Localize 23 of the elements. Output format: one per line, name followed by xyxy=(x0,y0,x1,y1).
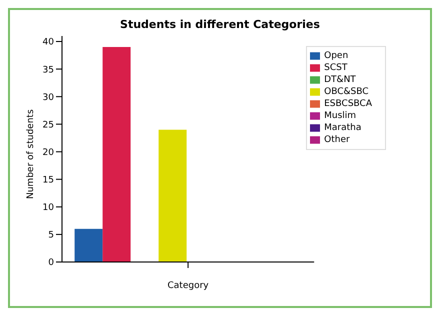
y-axis-title: Number of students xyxy=(26,109,36,199)
y-tick-label: 40 xyxy=(42,38,54,48)
chart-title: Students in different Categories xyxy=(119,18,321,31)
y-tick-label: 25 xyxy=(42,120,54,130)
y-tick-label: 35 xyxy=(42,65,54,76)
y-tick-label: 20 xyxy=(42,148,54,158)
bar xyxy=(158,130,187,262)
legend-label: Open xyxy=(324,51,348,61)
x-axis-title: Category xyxy=(168,281,210,291)
legend-label: DT&NT xyxy=(324,75,356,85)
legend-label: Maratha xyxy=(324,123,362,133)
legend-label: ESBCSBCA xyxy=(324,99,372,109)
legend-label: OBC&SBC xyxy=(324,87,369,97)
y-tick-label: 15 xyxy=(42,176,54,186)
y-tick-label: 5 xyxy=(48,230,54,241)
legend-label: SCST xyxy=(324,63,348,73)
legend-label: Other xyxy=(324,135,350,145)
y-tick-label: 10 xyxy=(42,203,54,214)
y-tick-label: 30 xyxy=(42,92,54,103)
bar xyxy=(102,47,131,262)
legend-label: Muslim xyxy=(324,111,356,121)
bar xyxy=(74,228,103,262)
y-tick-label: 0 xyxy=(48,258,54,268)
